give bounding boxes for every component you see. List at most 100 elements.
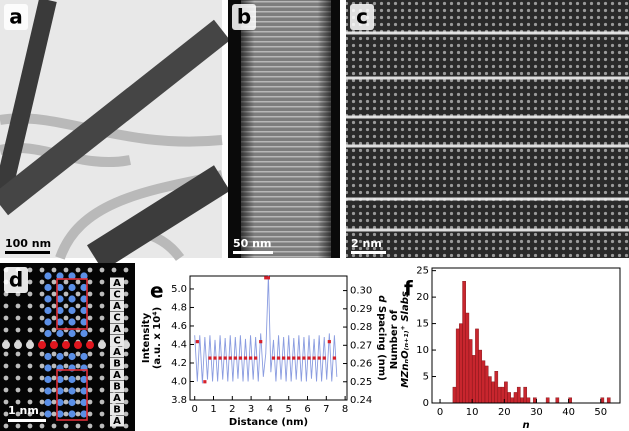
panel-label: f [404, 277, 413, 301]
atom [56, 398, 64, 407]
atom [68, 352, 76, 361]
atom [56, 387, 64, 395]
panel-a: a 100 nm [0, 0, 231, 271]
unit-cell [56, 369, 88, 421]
x-tick-label: 50 [594, 407, 607, 418]
panel-label: e [150, 279, 164, 303]
atom [80, 352, 88, 361]
panel-label: b [237, 5, 251, 29]
spacing-point [282, 356, 286, 360]
y-tick-label: 15 [416, 319, 429, 330]
spacing-point [327, 340, 331, 344]
bar [484, 365, 489, 404]
y-tick-label: 20 [416, 292, 429, 303]
stack-box [110, 323, 124, 335]
bar [520, 397, 524, 404]
atom [80, 318, 88, 326]
x-tick-label: 3 [248, 404, 254, 415]
stack-letter: C [113, 313, 120, 324]
atom [68, 306, 76, 315]
bar [606, 397, 611, 404]
stack-box [110, 392, 124, 404]
spacing-point [233, 356, 237, 360]
y-tick-label: 4.6 [171, 321, 187, 332]
spacing-point [307, 356, 311, 360]
spacing-point [259, 340, 263, 344]
y-tick-label: 4.4 [171, 339, 187, 350]
atom [80, 398, 88, 407]
spacing-point [276, 356, 281, 360]
y2-tick-label: 0.27 [350, 340, 372, 351]
atom [44, 329, 52, 338]
spacing-point [195, 340, 199, 344]
y-tick-label: 3.8 [171, 395, 187, 406]
atom [56, 295, 64, 303]
atom [68, 272, 76, 280]
y-tick-label: 4.0 [171, 376, 187, 387]
y-axis-label: (a.u. x 10⁴) [152, 307, 163, 369]
y-axis-label: Number of [389, 309, 400, 369]
spacing-point [266, 276, 271, 280]
panel-b: b 50 nm [228, 0, 340, 258]
atom [14, 341, 22, 349]
spacing-point [317, 356, 321, 360]
unit-cell [56, 278, 88, 330]
stack-box [110, 381, 124, 392]
spacing-point [228, 356, 232, 360]
bar [455, 328, 460, 404]
bar [478, 349, 483, 404]
y-tick-label: 10 [416, 345, 429, 356]
spacing-point [297, 356, 301, 360]
stack-box [110, 277, 124, 289]
y2-tick-label: 0.30 [350, 286, 372, 297]
atom [44, 318, 52, 326]
y-tick-label: 5.0 [171, 284, 187, 295]
atom [44, 375, 52, 384]
y2-tick-label: 0.28 [350, 322, 372, 333]
y2-tick-label: 0.26 [350, 359, 372, 370]
bar [497, 386, 502, 404]
stack-box [110, 358, 124, 369]
spacing-point [203, 380, 207, 384]
x-tick-label: 6 [304, 404, 310, 415]
stack-box [110, 300, 124, 312]
bar [481, 360, 486, 404]
bar [494, 371, 499, 404]
atom [44, 283, 52, 292]
bar [523, 386, 528, 404]
spacing-point [208, 356, 212, 360]
stack-letter: A [113, 347, 121, 358]
x-axis-label: Distance (nm) [229, 417, 308, 428]
x-tick-label: 8 [342, 404, 348, 415]
stack-box [110, 289, 124, 300]
y2-tick-label: 0.25 [350, 377, 372, 388]
atom [56, 306, 64, 315]
spacing-point [264, 276, 268, 280]
panel-label: a [9, 5, 23, 29]
panel-label: c [356, 5, 368, 29]
y2-axis-label: d Spacing (nm) [376, 295, 387, 381]
bar [507, 392, 511, 404]
atom [56, 329, 64, 338]
atom [2, 341, 10, 349]
stack-box [110, 312, 124, 323]
bar [510, 397, 515, 404]
y2-axis-label-part: Spacing (nm) [376, 302, 387, 380]
x-tick-label: 2 [229, 404, 235, 415]
atom [80, 272, 88, 280]
atom [56, 410, 64, 418]
stack-box [110, 404, 124, 415]
atom [44, 295, 52, 303]
atom [80, 329, 88, 338]
bar [555, 397, 560, 404]
spacing-point [312, 356, 316, 360]
stack-box [110, 346, 124, 358]
stack-letter: C [113, 336, 120, 347]
atom [44, 364, 52, 372]
y-tick-label: 5 [423, 372, 429, 383]
x-axis-label: n [522, 420, 529, 431]
atom [44, 387, 52, 395]
atom [50, 341, 58, 349]
spacing-point [248, 356, 253, 360]
